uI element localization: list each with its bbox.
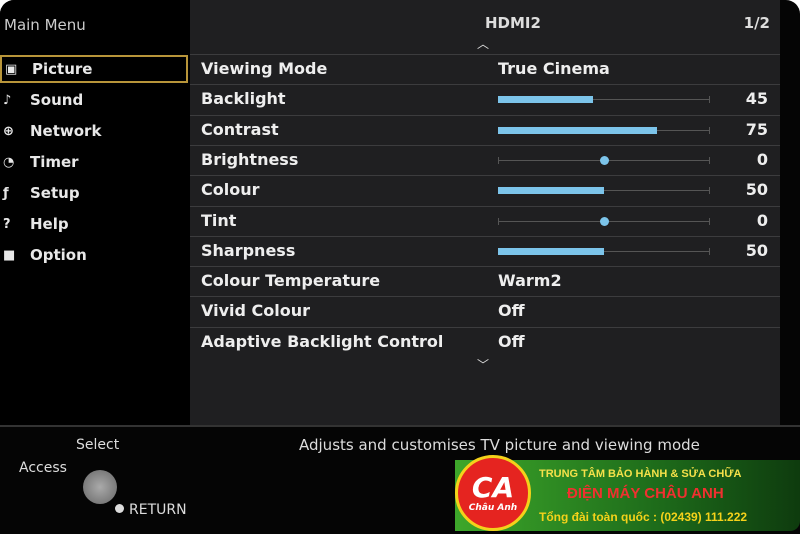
banner-line1: TRUNG TÂM BẢO HÀNH & SỬA CHỮA	[539, 468, 742, 480]
logo-mark: CA	[471, 470, 515, 504]
setting-value: 0	[756, 210, 768, 230]
logo-text: Châu Anh	[468, 502, 518, 513]
wrench-icon: ƒ	[3, 185, 9, 201]
setting-label: Backlight	[201, 89, 286, 109]
slider-fill	[498, 187, 604, 195]
setting-value: Warm2	[498, 271, 562, 291]
setting-value: Off	[498, 301, 525, 321]
setting-row-contrast[interactable]: Contrast 75	[190, 114, 780, 145]
setting-label: Viewing Mode	[201, 59, 328, 78]
sidebar-item-help[interactable]: ? Help	[0, 210, 188, 238]
main-menu-title: Main Menu	[4, 16, 86, 34]
setting-value: 0	[756, 149, 768, 169]
setting-row-colour[interactable]: Colour 50	[190, 175, 780, 205]
scroll-down-icon[interactable]: ﹀	[477, 358, 490, 372]
setting-row-brightness[interactable]: Brightness 0	[190, 144, 780, 175]
setting-value: 50	[745, 180, 768, 200]
select-hint: Select	[76, 437, 120, 453]
access-hint: Access	[19, 460, 67, 476]
clock-icon: ◔	[3, 154, 15, 170]
setting-row-viewing-mode[interactable]: Viewing Mode True Cinema	[190, 54, 780, 84]
music-note-icon: ♪	[3, 92, 12, 108]
slider[interactable]	[498, 126, 710, 134]
sidebar-item-label: Setup	[30, 184, 80, 202]
sidebar-item-label: Option	[30, 246, 87, 264]
slider[interactable]	[498, 96, 710, 104]
input-source: HDMI2	[485, 14, 541, 32]
sidebar-item-network[interactable]: ⊕ Network	[0, 117, 188, 145]
setting-value: 45	[745, 89, 768, 109]
slider-handle[interactable]	[600, 155, 609, 165]
setting-label: Sharpness	[201, 240, 296, 260]
setting-label: Contrast	[201, 119, 279, 139]
picture-icon: ▣	[5, 61, 18, 77]
scroll-up-icon[interactable]: ︿	[477, 37, 490, 51]
sidebar-item-picture[interactable]: ▣ Picture	[0, 55, 188, 83]
banner-line2: ĐIỆN MÁY CHÂU ANH	[567, 485, 724, 502]
setting-row-tint[interactable]: Tint 0	[190, 205, 780, 236]
setting-row-colour-temperature[interactable]: Colour Temperature Warm2	[190, 266, 780, 296]
setting-label: Colour Temperature	[201, 271, 381, 291]
item-description: Adjusts and customises TV picture and vi…	[299, 436, 700, 454]
option-icon: ■	[3, 247, 16, 263]
setting-value: 50	[745, 240, 768, 260]
slider-fill	[498, 247, 604, 255]
setting-row-adaptive-backlight-control[interactable]: Adaptive Backlight Control Off	[190, 326, 780, 357]
sidebar-item-label: Timer	[30, 153, 79, 171]
picture-settings-panel: HDMI2 1/2 ︿ Viewing Mode True Cinema Backl…	[190, 0, 780, 425]
setting-row-vivid-colour[interactable]: Vivid Colour Off	[190, 296, 780, 326]
setting-row-backlight[interactable]: Backlight 45	[190, 84, 780, 114]
setting-value: Off	[498, 331, 525, 351]
slider-fill	[498, 126, 657, 134]
slider[interactable]	[498, 155, 710, 165]
slider-handle[interactable]	[600, 216, 609, 226]
setting-label: Adaptive Backlight Control	[201, 331, 444, 351]
globe-icon: ⊕	[3, 123, 14, 139]
return-hint: RETURN	[129, 502, 187, 518]
chau-anh-logo: CA Châu Anh	[455, 455, 531, 531]
banner-line3: Tổng đài toàn quốc : (02439) 111.222	[539, 510, 748, 524]
slider-fill	[498, 96, 594, 104]
setting-row-sharpness[interactable]: Sharpness 50	[190, 235, 780, 266]
sidebar-item-sound[interactable]: ♪ Sound	[0, 86, 188, 114]
sidebar-item-setup[interactable]: ƒ Setup	[0, 179, 188, 207]
return-button-icon	[115, 504, 124, 513]
main-menu-sidebar: Main Menu ▣ Picture ♪ Sound ⊕ Network ◔ Timer ƒ S…	[0, 0, 190, 425]
help-icon: ?	[3, 216, 11, 232]
slider[interactable]	[498, 247, 710, 255]
setting-value: True Cinema	[498, 59, 610, 78]
setting-label: Vivid Colour	[201, 301, 311, 321]
sidebar-item-option[interactable]: ■ Option	[0, 241, 188, 269]
slider[interactable]	[498, 216, 710, 226]
sidebar-item-label: Network	[30, 122, 102, 140]
setting-label: Brightness	[201, 149, 299, 169]
sidebar-item-label: Help	[30, 215, 69, 233]
setting-value: 75	[745, 119, 768, 139]
sidebar-item-label: Sound	[30, 91, 84, 109]
slider[interactable]	[498, 187, 710, 195]
setting-label: Colour	[201, 180, 260, 200]
sidebar-item-label: Picture	[32, 60, 93, 78]
setting-label: Tint	[201, 210, 237, 230]
page-indicator: 1/2	[743, 14, 770, 32]
sidebar-item-timer[interactable]: ◔ Timer	[0, 148, 188, 176]
control-stick-icon	[83, 470, 117, 504]
